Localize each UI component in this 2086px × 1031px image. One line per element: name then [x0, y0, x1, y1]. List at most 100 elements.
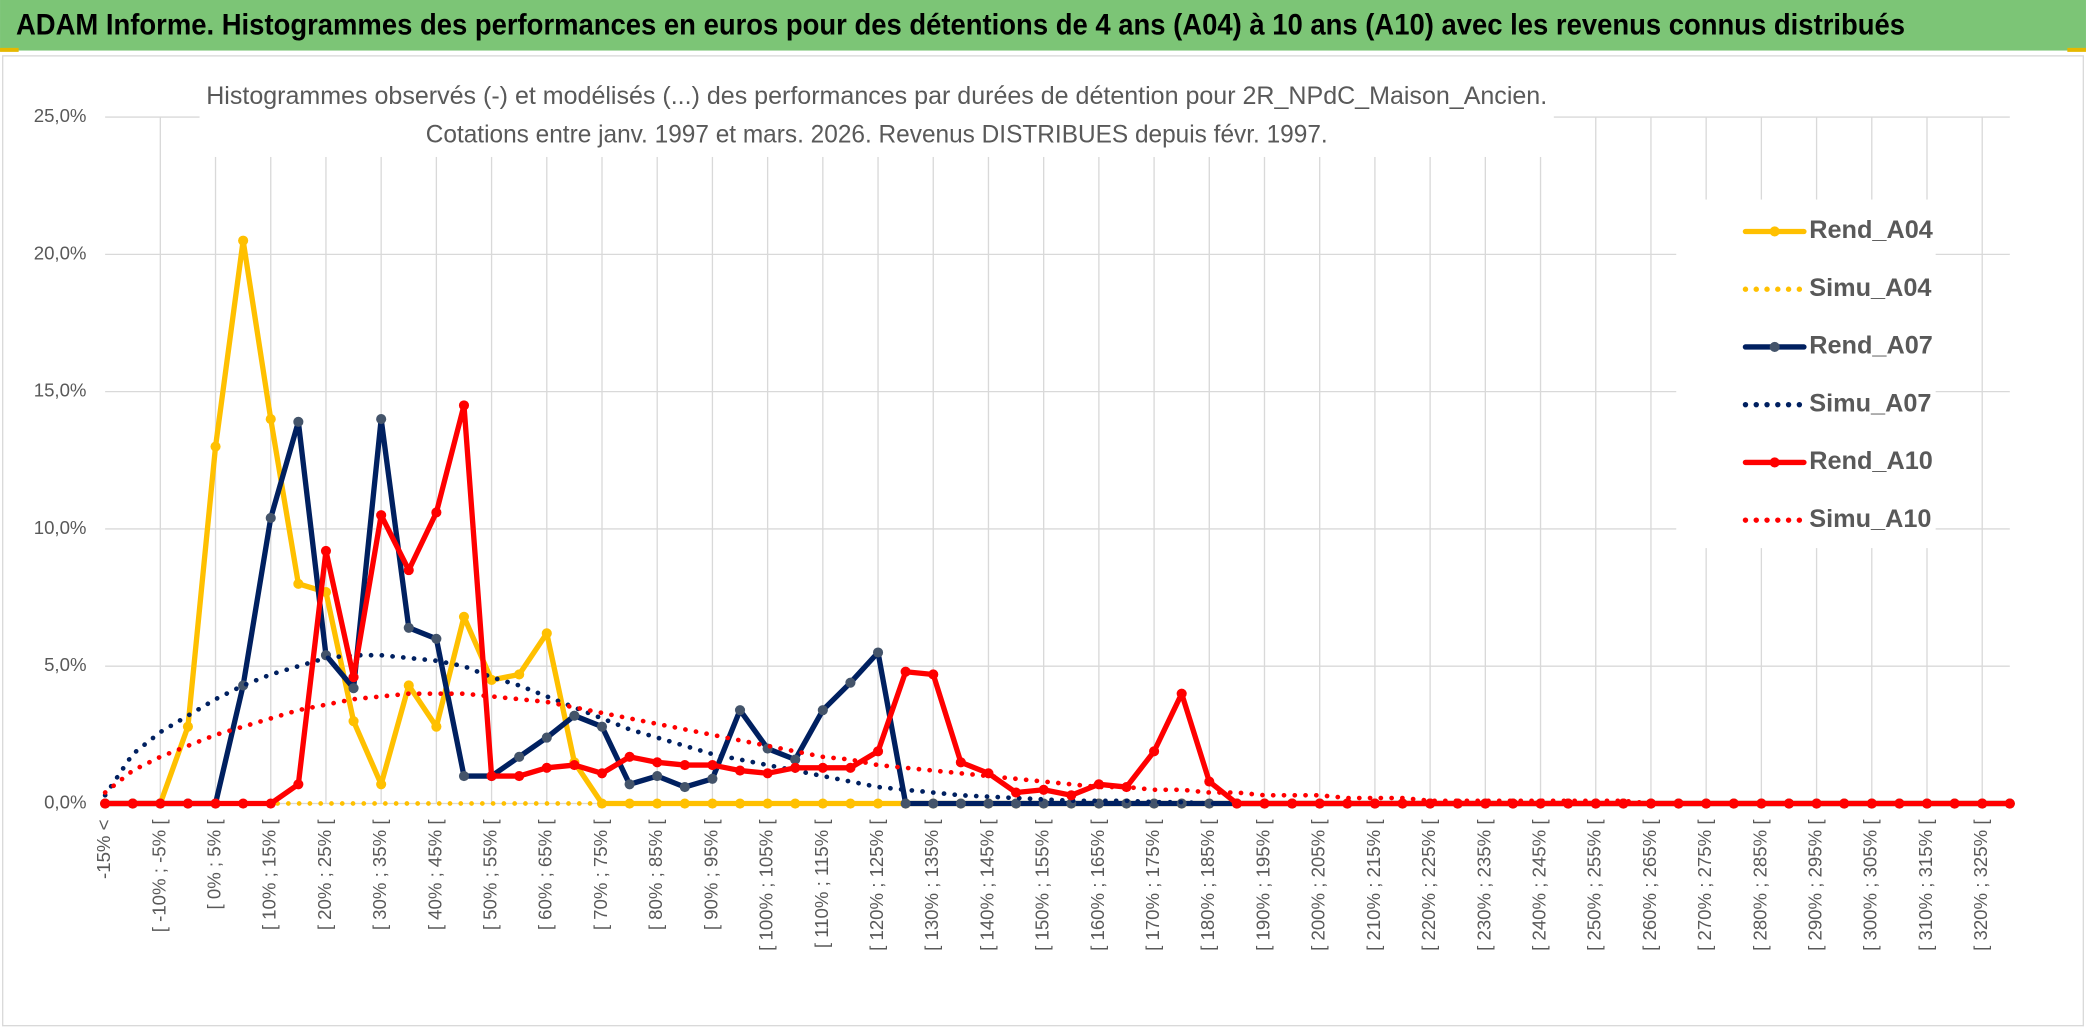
- marker: [762, 768, 773, 779]
- marker: [955, 757, 966, 768]
- marker: [928, 669, 939, 680]
- marker: [431, 721, 442, 732]
- y-tick-label: 25,0%: [34, 105, 87, 126]
- x-tick-label: [ 210% ; 215% [: [1363, 819, 1384, 951]
- header-title: ADAM Informe. Histogrammes des performan…: [16, 9, 1905, 41]
- marker: [679, 760, 690, 771]
- x-tick-label: [ 310% ; 315% [: [1915, 819, 1936, 951]
- legend-label: Simu_A04: [1809, 274, 1931, 302]
- x-tick-label: [ 10% ; 15% [: [259, 819, 280, 931]
- marker: [707, 760, 718, 771]
- x-tick-label: [ 70% ; 75% [: [590, 819, 611, 931]
- x-tick-label: [ 20% ; 25% [: [314, 819, 335, 931]
- x-tick-label: [ 170% ; 175% [: [1142, 819, 1163, 951]
- marker: [376, 414, 387, 425]
- marker: [679, 781, 690, 793]
- x-tick-label: [ 290% ; 295% [: [1805, 819, 1826, 951]
- marker: [652, 798, 663, 809]
- marker: [1066, 790, 1077, 801]
- marker: [1011, 798, 1022, 809]
- corner: [2067, 47, 2086, 52]
- x-tick-label: -15% <: [93, 819, 114, 878]
- marker: [928, 798, 939, 809]
- x-tick-label: [ 320% ; 325% [: [1970, 819, 1991, 951]
- marker: [652, 757, 663, 768]
- marker: [210, 441, 221, 452]
- marker: [403, 565, 414, 576]
- marker: [348, 672, 359, 683]
- marker: [1756, 798, 1767, 809]
- marker: [1811, 798, 1822, 809]
- y-tick-label: 15,0%: [34, 380, 87, 401]
- legend-label: Simu_A10: [1809, 505, 1931, 533]
- marker: [845, 677, 856, 688]
- x-tick-label: [ 190% ; 195% [: [1252, 819, 1273, 951]
- marker: [596, 721, 608, 732]
- marker: [872, 798, 884, 809]
- marker: [845, 762, 856, 773]
- marker: [734, 765, 746, 776]
- marker: [1204, 776, 1215, 787]
- marker: [514, 751, 525, 762]
- marker: [1231, 798, 1242, 809]
- marker: [569, 760, 580, 771]
- legend-label: Rend_A10: [1809, 447, 1933, 475]
- x-tick-label: [ 220% ; 225% [: [1418, 819, 1439, 951]
- x-tick-label: [ 240% ; 245% [: [1528, 819, 1549, 951]
- x-tick-label: [ 0% ; 5% [: [203, 819, 224, 910]
- marker: [458, 771, 470, 782]
- x-tick-label: [ 130% ; 135% [: [921, 819, 942, 951]
- x-tick-label: [ 230% ; 235% [: [1473, 819, 1494, 951]
- x-tick-label: [ -10% ; -5% [: [148, 819, 169, 933]
- y-tick-label: 10,0%: [34, 517, 87, 538]
- x-tick-label: [ 80% ; 85% [: [645, 819, 666, 931]
- marker: [707, 798, 718, 809]
- x-tick-label: [ 50% ; 55% [: [480, 819, 501, 931]
- legend-label: Rend_A04: [1809, 216, 1933, 244]
- y-tick-label: 0,0%: [44, 791, 86, 812]
- legend-marker: [1769, 457, 1780, 468]
- marker: [955, 798, 966, 809]
- marker: [900, 666, 911, 677]
- x-tick-label: [ 100% ; 105% [: [756, 819, 777, 951]
- marker: [403, 680, 414, 691]
- x-tick-label: [ 270% ; 275% [: [1694, 819, 1715, 951]
- marker: [238, 798, 249, 809]
- x-tick-label: [ 160% ; 165% [: [1087, 819, 1108, 951]
- marker: [1949, 798, 1960, 809]
- marker: [872, 647, 884, 658]
- marker: [182, 721, 193, 732]
- x-tick-label: [ 140% ; 145% [: [976, 819, 997, 951]
- marker: [1397, 798, 1408, 809]
- marker: [652, 771, 663, 782]
- legend-box: [1676, 199, 1936, 549]
- marker: [265, 512, 276, 524]
- marker: [1866, 798, 1877, 809]
- marker: [293, 416, 304, 427]
- marker: [569, 710, 580, 721]
- marker: [1673, 798, 1684, 809]
- marker: [624, 779, 635, 790]
- marker: [431, 507, 442, 518]
- marker: [348, 683, 359, 694]
- marker: [238, 235, 249, 246]
- marker: [872, 746, 884, 757]
- x-tick-label: [ 60% ; 65% [: [535, 819, 556, 931]
- marker: [983, 798, 994, 809]
- title-group: Histogrammes observés (-) et modélisés (…: [199, 77, 1554, 157]
- marker: [127, 798, 138, 809]
- marker: [1011, 787, 1022, 798]
- marker: [376, 510, 387, 521]
- legend-label: Rend_A07: [1809, 332, 1933, 360]
- x-tick-label: [ 40% ; 45% [: [424, 819, 445, 931]
- marker: [182, 798, 193, 809]
- marker: [541, 628, 552, 639]
- marker: [1038, 784, 1049, 795]
- legend-label: Simu_A07: [1809, 389, 1931, 417]
- marker: [1259, 798, 1270, 809]
- marker: [624, 798, 635, 809]
- marker: [320, 545, 332, 556]
- marker: [458, 400, 470, 411]
- marker: [265, 414, 276, 425]
- title-bg: [199, 77, 1554, 157]
